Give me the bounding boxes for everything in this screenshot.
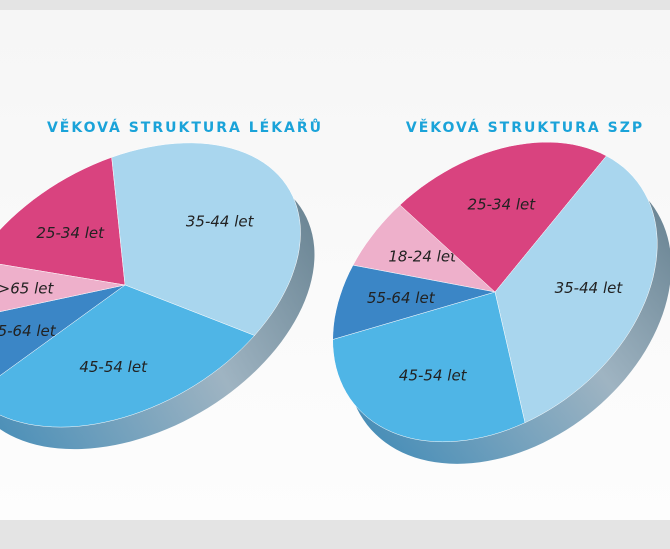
slice-label: >65 let xyxy=(0,279,54,297)
slice-label: 45-54 let xyxy=(399,366,468,384)
pie-slice xyxy=(0,284,255,428)
pie-slice xyxy=(0,263,126,312)
pie-slice xyxy=(0,156,126,286)
slice-label: 35-44 let xyxy=(186,213,255,231)
slice-label: 25-34 let xyxy=(36,224,105,242)
slice-label: 35-44 let xyxy=(555,279,624,297)
chart-title: VĚKOVÁ STRUKTURA LÉKAŘŮ xyxy=(47,118,323,136)
pie-slice xyxy=(352,204,496,293)
pie-slice xyxy=(332,264,496,340)
pie-slice xyxy=(399,141,607,293)
slice-label: 45-54 let xyxy=(79,358,148,376)
chart-title: VĚKOVÁ STRUKTURA SZP xyxy=(406,119,644,136)
pie-slice xyxy=(494,155,658,424)
slice-label: 55-64 let xyxy=(367,289,436,307)
slice-label: 18-24 let xyxy=(388,248,457,266)
pie-slice xyxy=(0,284,126,376)
pie-slice xyxy=(111,142,301,336)
pie-slice xyxy=(332,291,526,443)
slice-label: 55-64 let xyxy=(0,322,57,340)
slice-label: 25-34 let xyxy=(468,196,537,214)
